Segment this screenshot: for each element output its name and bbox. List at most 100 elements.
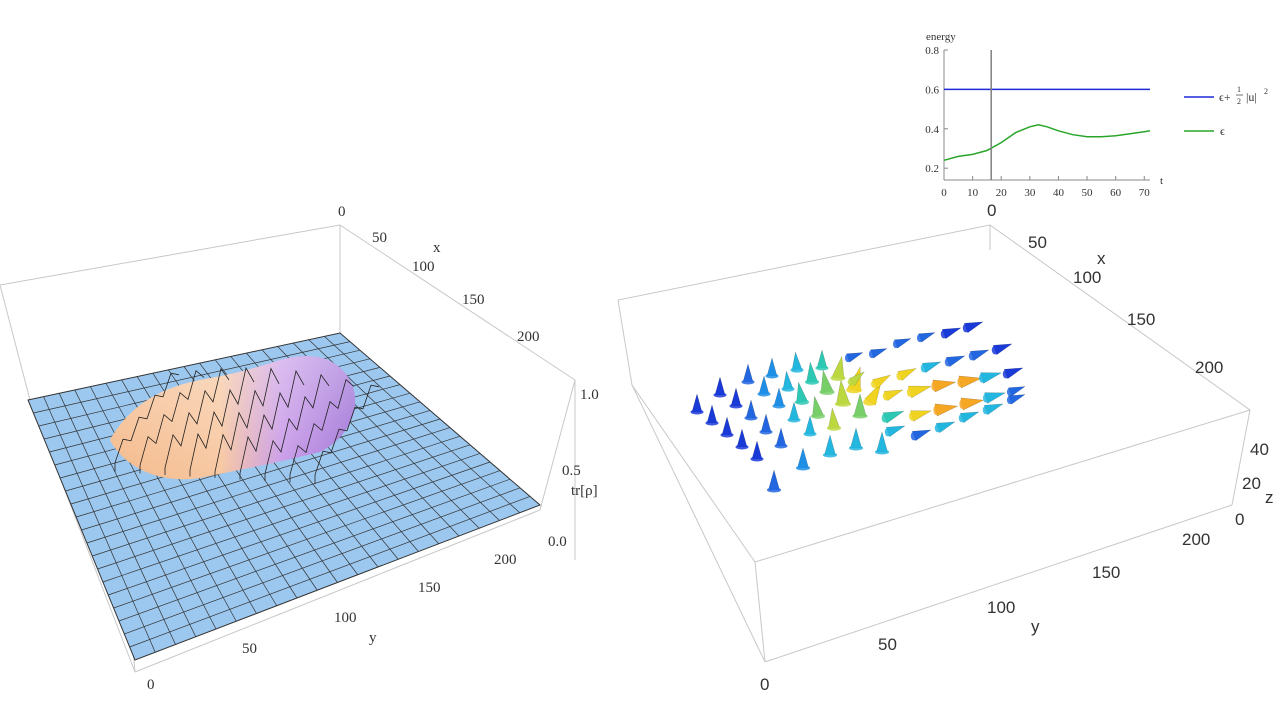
vector-x-tick-100: 100 [1073,268,1101,287]
vector-cone-base [766,487,782,493]
energy-x-tick-label: 30 [1024,187,1036,199]
vector-cone-base [735,444,749,450]
surface-x-tick-0: 0 [338,204,346,220]
vector-cone [797,447,809,469]
surface-z-ticks: 1.0 0.5 0.0 tr[ρ] [548,387,599,550]
vector-cone [745,399,757,419]
vector-cone-base [844,353,852,363]
vector-cone-base [781,386,795,392]
mesh-line-v [97,444,471,570]
vector-cone-base [892,339,900,349]
vector-cone-base [863,398,877,406]
mesh-line-v [86,427,451,544]
legend-total-frac-num: 1 [1237,85,1241,94]
surface-y-tick-100: 100 [334,610,357,626]
vector-cone [768,469,780,491]
box-right-vertical [539,379,576,511]
hump-ridge-line [164,367,230,475]
energy-x-tick-label: 40 [1053,187,1065,199]
vector-cone-base [991,345,999,355]
energy-x-tick-label: 10 [967,187,979,199]
vector-y-label: y [1031,617,1040,636]
surface-x-label: x [433,240,441,256]
vector-cone [721,416,733,436]
vector-cone-base [881,413,889,423]
energy-series-line-1 [943,124,1151,162]
vector-cone-base [804,379,820,385]
vector-plot: 0 50 100 150 200 x 40 20 0 z 0 50 100 15… [617,201,1274,694]
vector-cone-base [803,431,817,437]
mesh-line-v [92,435,461,557]
vbox-mid-left [631,384,756,563]
vector-cone-base [815,365,829,371]
vector-cone-base [968,351,976,361]
vector-cone-base [931,381,937,391]
hump-ridge-line [289,378,355,483]
energy-x-tick-label: 70 [1139,187,1151,199]
vector-cone-base [772,403,786,409]
vector-cone-base [713,392,727,398]
mesh-line-v [108,461,491,596]
vector-x-tick-150: 150 [1127,310,1155,329]
vbox-front-bottom [764,504,1233,663]
box-front-bottom-edge [134,509,541,673]
vector-field-cones [690,321,1026,493]
vector-cone [853,393,867,417]
vector-cone [736,428,748,448]
vector-cone [850,427,862,449]
energy-x-axis-label: t [1160,175,1163,187]
energy-x-tick-label: 60 [1110,187,1122,199]
vector-cone-base [868,349,876,359]
energy-x-tick-label: 20 [996,187,1008,199]
surface-x-tick-100: 100 [412,259,435,275]
vector-cone-base [1006,395,1014,405]
vector-cone-base [1006,387,1014,397]
vector-cone-base [852,413,868,419]
vector-y-tick-200: 200 [1182,530,1210,549]
hump-ridge-line [314,384,380,484]
legend-total-prefix: ϵ+ [1219,90,1231,104]
vector-cone-base [870,379,880,389]
vector-cone-base [944,357,952,367]
vector-y-tick-150: 150 [1092,563,1120,582]
vector-cone [804,415,816,435]
legend-total-frac-den: 2 [1237,97,1241,106]
vector-cone [766,357,778,377]
hump-ridge-line [114,372,180,472]
vector-cone [691,393,703,413]
mesh-line-v [81,418,441,531]
vector-cone-base [834,401,852,407]
vector-cone-base [959,399,965,409]
energy-y-ticks: 0.2 0.4 0.6 0.8 [925,45,948,175]
legend-total-tail: |u| [1246,90,1257,104]
surface-y-label: y [369,630,377,646]
hump-ridge-line [239,369,305,480]
vector-cone-base [896,371,904,381]
hump-ridge-line [214,367,280,478]
vector-cone-base [847,378,857,386]
vector-cone-base [933,405,939,415]
box-top-back-edges [0,224,576,560]
vbox-left-bottom [631,384,766,663]
surface-z-label: tr[ρ] [571,483,598,499]
vector-cone-base [934,423,942,433]
vector-cone-base [705,420,719,426]
vector-cone-base [848,445,864,451]
mesh-line-v [118,478,511,622]
vector-x-ticks: 50 100 150 200 x [1028,233,1223,377]
surface-z-tick-05: 0.5 [562,463,581,479]
vector-z-ticks: 40 20 0 z [1235,440,1274,529]
vector-cone-base [787,417,801,423]
vector-cone-base [774,443,788,449]
energy-y-tick-label: 0.4 [925,124,939,136]
vector-cone-base [940,329,948,339]
vector-x-tick-50: 50 [1028,233,1047,252]
mesh-line-v [129,496,531,648]
energy-legend: ϵ+ 1 2 |u| 2 ϵ [1184,85,1268,138]
vector-x-label: x [1097,249,1106,268]
vector-cone-base [1002,369,1010,379]
vector-cone [714,376,726,396]
vector-cone-base [882,391,890,401]
vector-cone-base [979,373,985,383]
vector-cone [788,401,800,421]
